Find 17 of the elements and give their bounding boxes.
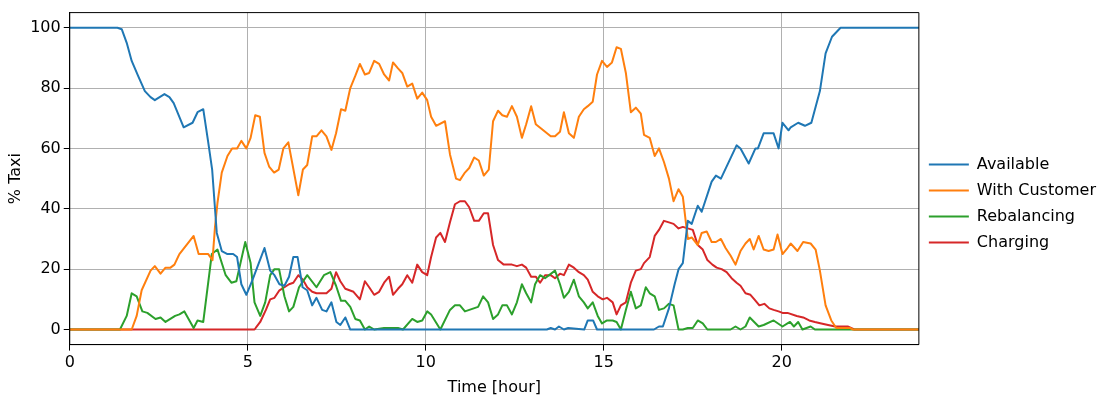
legend-label: With Customer (976, 179, 1097, 199)
legend-label: Charging (976, 231, 1050, 251)
x-tick-label: 15 (593, 352, 614, 372)
x-tick-label: 20 (771, 352, 792, 372)
y-tick-label: 80 (40, 77, 61, 97)
y-tick-label: 60 (40, 137, 61, 157)
y-tick-label: 20 (40, 258, 61, 278)
y-tick-label: 100 (30, 16, 61, 36)
legend-label: Available (976, 153, 1050, 173)
legend-label: Rebalancing (976, 205, 1076, 225)
x-tick-label: 5 (242, 352, 253, 372)
x-axis-title: Time [hour] (446, 376, 541, 396)
x-tick-label: 0 (64, 352, 75, 372)
y-tick-label: 0 (50, 318, 61, 338)
y-axis-title: % Taxi (4, 153, 24, 205)
x-tick-label: 10 (415, 352, 436, 372)
y-tick-label: 40 (40, 197, 61, 217)
